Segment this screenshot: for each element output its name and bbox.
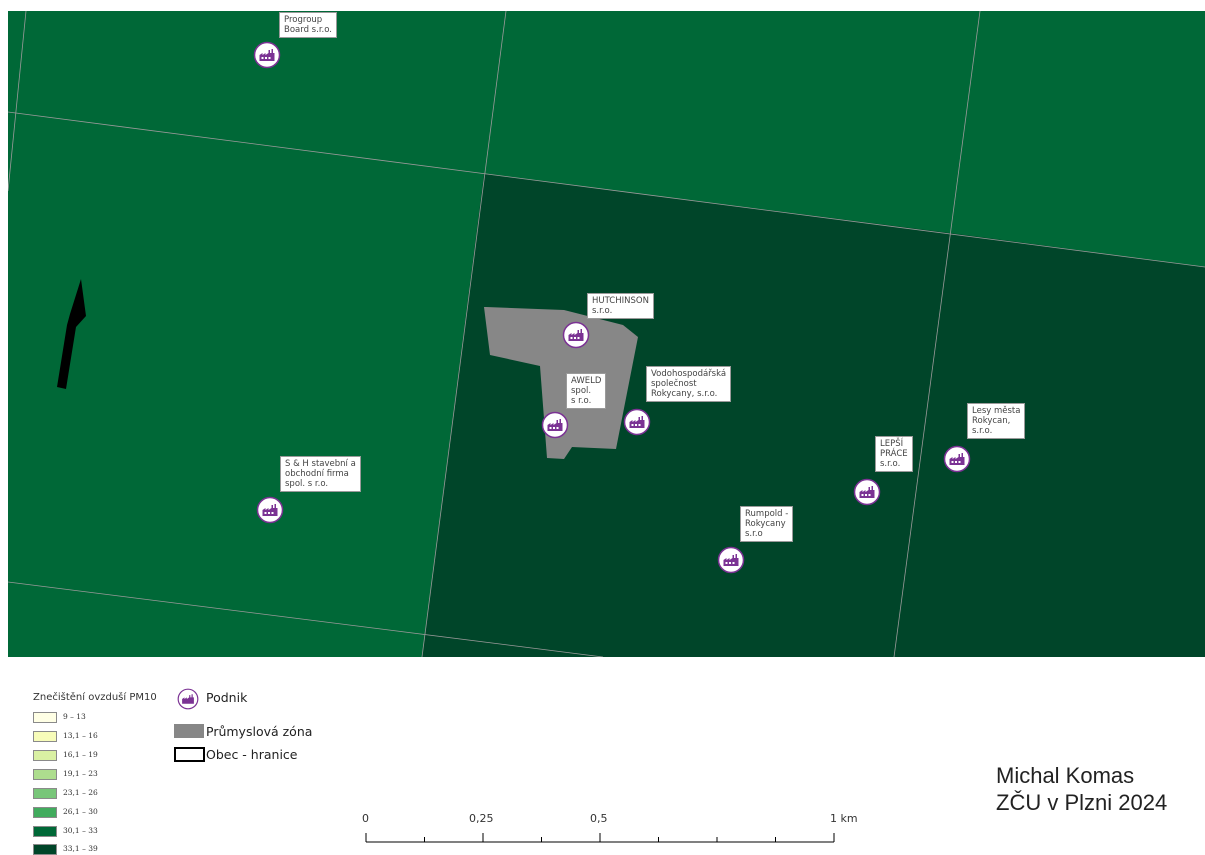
grid-lines (8, 11, 1205, 657)
scale-label-1km: 1 km (830, 812, 858, 825)
factory-icon[interactable] (562, 321, 590, 349)
legend-swatch (33, 826, 57, 837)
label-line: Lesy města (972, 406, 1021, 416)
legend-podnik-label: Podnik (206, 690, 248, 705)
factory-icon[interactable] (943, 445, 971, 473)
label-line: PRÁCE (880, 449, 908, 459)
legend-class-label: 19,1 – 23 (63, 769, 98, 778)
author-name: Michal Komas (996, 763, 1135, 788)
legend-title: Znečištění ovzduší PM10 (33, 692, 157, 703)
scale-label-025: 0,25 (469, 812, 494, 825)
label-line: s.r.o (745, 529, 763, 539)
legend-industrial-swatch (174, 724, 204, 738)
label-line: spol. (571, 386, 592, 396)
legend-swatch (33, 844, 57, 855)
label-line: S & H stavební a (285, 459, 356, 469)
factory-icon[interactable] (853, 478, 881, 506)
company-label-aweld[interactable]: AWELD spol. s r.o. (566, 373, 607, 409)
company-label-rumpold[interactable]: Rumpold - Rokycany s.r.o (740, 506, 794, 542)
label-line: LEPŠÍ (880, 439, 904, 449)
map-canvas[interactable] (8, 11, 1205, 657)
label-line: Board s.r.o. (284, 25, 332, 35)
legend-class-label: 16,1 – 19 (63, 750, 98, 759)
company-label-sh[interactable]: S & H stavební a obchodní firma spol. s … (280, 456, 361, 492)
factory-icon[interactable] (253, 41, 281, 69)
company-label-vodohospodarska[interactable]: Vodohospodářská společnost Rokycany, s.r… (646, 366, 732, 402)
label-line: společnost (651, 379, 697, 389)
legend-class-label: 26,1 – 30 (63, 807, 98, 816)
scale-label-05: 0,5 (590, 812, 608, 825)
legend-swatch (33, 769, 57, 780)
company-label-lesy[interactable]: Lesy města Rokycan, s.r.o. (967, 403, 1026, 439)
factory-icon (177, 688, 199, 710)
author-affiliation: ZČU v Plzni 2024 (996, 790, 1168, 815)
factory-icon[interactable] (623, 408, 651, 436)
legend-swatch (33, 750, 57, 761)
label-line: spol. s r.o. (285, 479, 329, 489)
legend-industrial-label: Průmyslová zóna (206, 724, 313, 739)
legend-swatch (33, 712, 57, 723)
company-label-hutchinson[interactable]: HUTCHINSON s.r.o. (587, 293, 654, 319)
industrial-zone[interactable] (484, 307, 638, 459)
label-line: AWELD (571, 376, 602, 386)
label-line: s.r.o. (592, 306, 613, 316)
scale-bar (365, 833, 835, 843)
legend-class-label: 30,1 – 33 (63, 826, 98, 835)
factory-icon[interactable] (256, 496, 284, 524)
legend-boundary-label: Obec - hranice (206, 747, 298, 762)
label-line: s r.o. (571, 396, 592, 406)
label-line: obchodní firma (285, 469, 349, 479)
legend-class-label: 9 – 13 (63, 712, 86, 721)
company-label-lepsi-prace[interactable]: LEPŠÍ PRÁCE s.r.o. (875, 436, 913, 472)
north-arrow-icon (57, 279, 86, 389)
label-line: s.r.o. (880, 459, 901, 469)
company-label-progroup[interactable]: Progroup Board s.r.o. (279, 12, 337, 38)
legend-boundary-swatch (174, 747, 205, 762)
label-line: HUTCHINSON (592, 296, 649, 306)
scale-label-0: 0 (362, 812, 369, 825)
label-line: s.r.o. (972, 426, 993, 436)
label-line: Rokycany (745, 519, 786, 529)
legend-swatch (33, 807, 57, 818)
legend-class-label: 33,1 – 39 (63, 844, 98, 853)
label-line: Rokycan, (972, 416, 1011, 426)
label-line: Rokycany, s.r.o. (651, 389, 718, 399)
legend-swatch (33, 731, 57, 742)
legend-class-label: 13,1 – 16 (63, 731, 98, 740)
legend-swatch (33, 788, 57, 799)
label-line: Rumpold - (745, 509, 789, 519)
factory-icon[interactable] (541, 411, 569, 439)
factory-icon[interactable] (717, 546, 745, 574)
label-line: Vodohospodářská (651, 369, 727, 379)
label-line: Progroup (284, 15, 323, 25)
legend-class-label: 23,1 – 26 (63, 788, 98, 797)
